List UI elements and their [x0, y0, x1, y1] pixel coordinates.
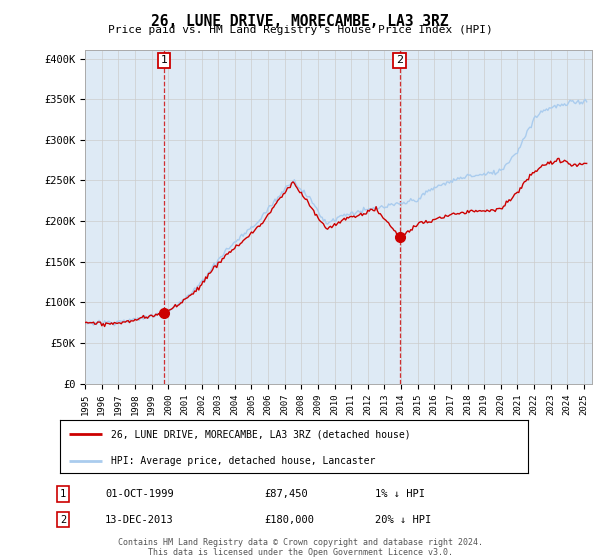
Text: 1: 1 [161, 55, 167, 66]
Text: £87,450: £87,450 [264, 489, 308, 499]
Text: 2: 2 [60, 515, 66, 525]
Text: 1% ↓ HPI: 1% ↓ HPI [375, 489, 425, 499]
Text: Price paid vs. HM Land Registry's House Price Index (HPI): Price paid vs. HM Land Registry's House … [107, 25, 493, 35]
Text: 26, LUNE DRIVE, MORECAMBE, LA3 3RZ (detached house): 26, LUNE DRIVE, MORECAMBE, LA3 3RZ (deta… [112, 430, 411, 440]
Text: 20% ↓ HPI: 20% ↓ HPI [375, 515, 431, 525]
Text: £180,000: £180,000 [264, 515, 314, 525]
Text: 01-OCT-1999: 01-OCT-1999 [105, 489, 174, 499]
Text: HPI: Average price, detached house, Lancaster: HPI: Average price, detached house, Lanc… [112, 456, 376, 466]
Text: Contains HM Land Registry data © Crown copyright and database right 2024.
This d: Contains HM Land Registry data © Crown c… [118, 538, 482, 557]
Text: 1: 1 [60, 489, 66, 499]
Text: 26, LUNE DRIVE, MORECAMBE, LA3 3RZ: 26, LUNE DRIVE, MORECAMBE, LA3 3RZ [151, 14, 449, 29]
Text: 13-DEC-2013: 13-DEC-2013 [105, 515, 174, 525]
Text: 2: 2 [396, 55, 403, 66]
